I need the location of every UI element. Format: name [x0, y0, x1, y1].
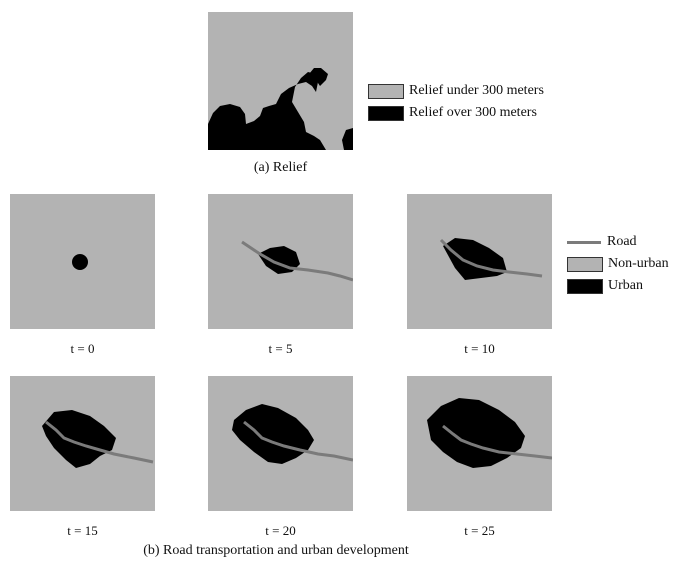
road-line — [243, 420, 353, 462]
legend-label-road: Road — [607, 234, 637, 249]
panel-t0 — [10, 194, 155, 329]
legend-label-high-relief: Relief over 300 meters — [409, 105, 537, 120]
relief-caption: (a) Relief — [253, 160, 308, 175]
panel-label-t5: t = 5 — [268, 341, 293, 356]
panel-label-t25: t = 25 — [464, 523, 495, 538]
panel-t15 — [10, 376, 155, 511]
panel-label-t0: t = 0 — [70, 341, 95, 356]
swatch-nonurban — [567, 256, 603, 272]
legend-item: Road — [567, 231, 669, 253]
swatch-road — [567, 240, 601, 244]
legend-item: Relief over 300 meters — [368, 102, 544, 124]
panel-t10 — [407, 194, 552, 329]
legend-label-nonurban: Non-urban — [608, 256, 669, 271]
legend-item: Non-urban — [567, 253, 669, 275]
panel-t5 — [208, 194, 353, 329]
road-line — [439, 238, 543, 278]
road-line — [241, 240, 353, 282]
urban-area — [72, 254, 88, 270]
legend-label-low-relief: Relief under 300 meters — [409, 83, 544, 98]
relief-high-area — [208, 72, 326, 150]
panel-t25 — [407, 376, 552, 511]
swatch-high-relief — [368, 105, 404, 121]
relief-map — [208, 12, 353, 150]
swatch-low-relief — [368, 83, 404, 99]
development-legend: Road Non-urban Urban — [567, 231, 669, 297]
swatch-urban — [567, 278, 603, 294]
relief-legend: Relief under 300 meters Relief over 300 … — [368, 80, 544, 124]
legend-label-urban: Urban — [608, 278, 643, 293]
urban-area — [42, 410, 116, 468]
relief-high-area — [342, 128, 353, 150]
panel-label-t15: t = 15 — [67, 523, 98, 538]
legend-item: Urban — [567, 275, 669, 297]
panel-label-t20: t = 20 — [265, 523, 296, 538]
road-line — [45, 420, 154, 464]
urban-area — [427, 398, 525, 468]
panel-label-t10: t = 10 — [464, 341, 495, 356]
development-caption: (b) Road transportation and urban develo… — [143, 543, 409, 558]
road-line — [442, 424, 552, 460]
relief-high-area — [306, 68, 328, 86]
panel-t20 — [208, 376, 353, 511]
legend-item: Relief under 300 meters — [368, 80, 544, 102]
